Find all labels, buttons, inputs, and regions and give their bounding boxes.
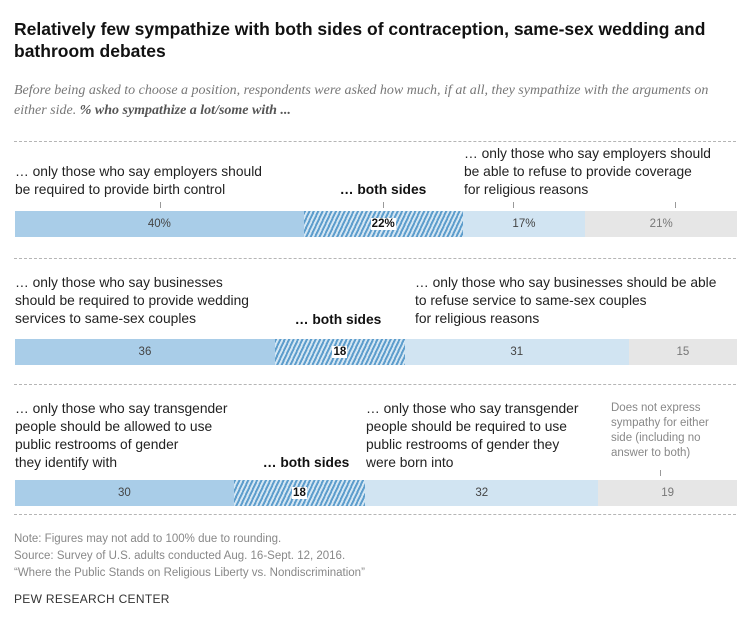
row1-both-label: … both sides — [339, 182, 427, 197]
row2-value-left: 36 — [138, 346, 152, 358]
divider-row2 — [14, 384, 736, 385]
row2-value-both: 18 — [332, 346, 348, 358]
footer-report: “Where the Public Stands on Religious Li… — [14, 567, 365, 579]
row2-right-label: … only those who say businesses should b… — [415, 275, 717, 326]
row3-bar-right: 32 — [365, 480, 599, 506]
row2-bar-none: 15 — [628, 339, 737, 365]
row3-bar-none: 19 — [598, 480, 737, 506]
row2-left-label: … only those who say businesses should b… — [15, 275, 249, 326]
none-sympathy-label: Does not express sympathy for either sid… — [611, 402, 709, 459]
row1-value-left: 40% — [147, 218, 171, 230]
subtitle-text: Before being asked to choose a position,… — [14, 83, 709, 118]
row3-right-label: … only those who say transgender people … — [366, 401, 579, 470]
divider-bottom — [14, 514, 736, 515]
row1-none-tick — [675, 202, 676, 208]
row2-bar-right: 31 — [404, 339, 629, 365]
footer-source: Source: Survey of U.S. adults conducted … — [14, 550, 346, 562]
row2-bar-left: 36 — [15, 339, 275, 365]
row3-value-none: 19 — [661, 487, 675, 499]
row1-bar-left: 40% — [15, 211, 304, 237]
chart-subtitle: Before being asked to choose a position,… — [14, 81, 742, 121]
row1-both-tick — [383, 202, 384, 208]
row3-bar: 30 18 32 19 — [15, 480, 737, 506]
row1-bar-both: 22% — [303, 211, 463, 237]
row3-value-left: 30 — [118, 487, 131, 499]
row1-right-label: … only those who say employers should be… — [464, 146, 711, 197]
row1-value-both: 22% — [370, 218, 396, 230]
row1-bar-right: 17% — [462, 211, 586, 237]
footer: Note: Figures may not add to 100% due to… — [14, 531, 714, 582]
row3-none-tick — [660, 470, 661, 476]
subtitle-emphasis: % who sympathize a lot/some with ... — [79, 103, 291, 118]
chart-title: Relatively few sympathize with both side… — [14, 19, 706, 61]
footer-note: Note: Figures may not add to 100% due to… — [14, 533, 282, 545]
row1-bar: 40% 22% 17% 21% — [15, 211, 737, 237]
row2-bar: 36 18 31 15 — [15, 339, 737, 365]
row1-right-tick — [513, 202, 514, 208]
row3-value-right: 32 — [475, 487, 489, 499]
row2-value-none: 15 — [676, 346, 690, 358]
row3-value-both: 18 — [292, 487, 307, 499]
row1-value-right: 17% — [512, 218, 536, 230]
row1-value-none: 21% — [649, 218, 673, 230]
row3-bar-left: 30 — [15, 480, 234, 506]
row2-both-label: … both sides — [294, 312, 382, 327]
row1-left-tick — [160, 202, 161, 208]
row2-value-right: 31 — [510, 346, 524, 358]
divider-row1 — [14, 258, 736, 259]
row1-left-label: … only those who say employers should be… — [15, 164, 262, 197]
divider-top — [14, 141, 736, 142]
row3-bar-both: 18 — [233, 480, 366, 506]
row1-bar-none: 21% — [585, 211, 737, 237]
row3-both-label: … both sides — [262, 455, 350, 470]
row3-left-label: … only those who say transgender people … — [15, 401, 228, 470]
row2-bar-both: 18 — [274, 339, 405, 365]
pew-logo-text: PEW RESEARCH CENTER — [14, 592, 170, 606]
